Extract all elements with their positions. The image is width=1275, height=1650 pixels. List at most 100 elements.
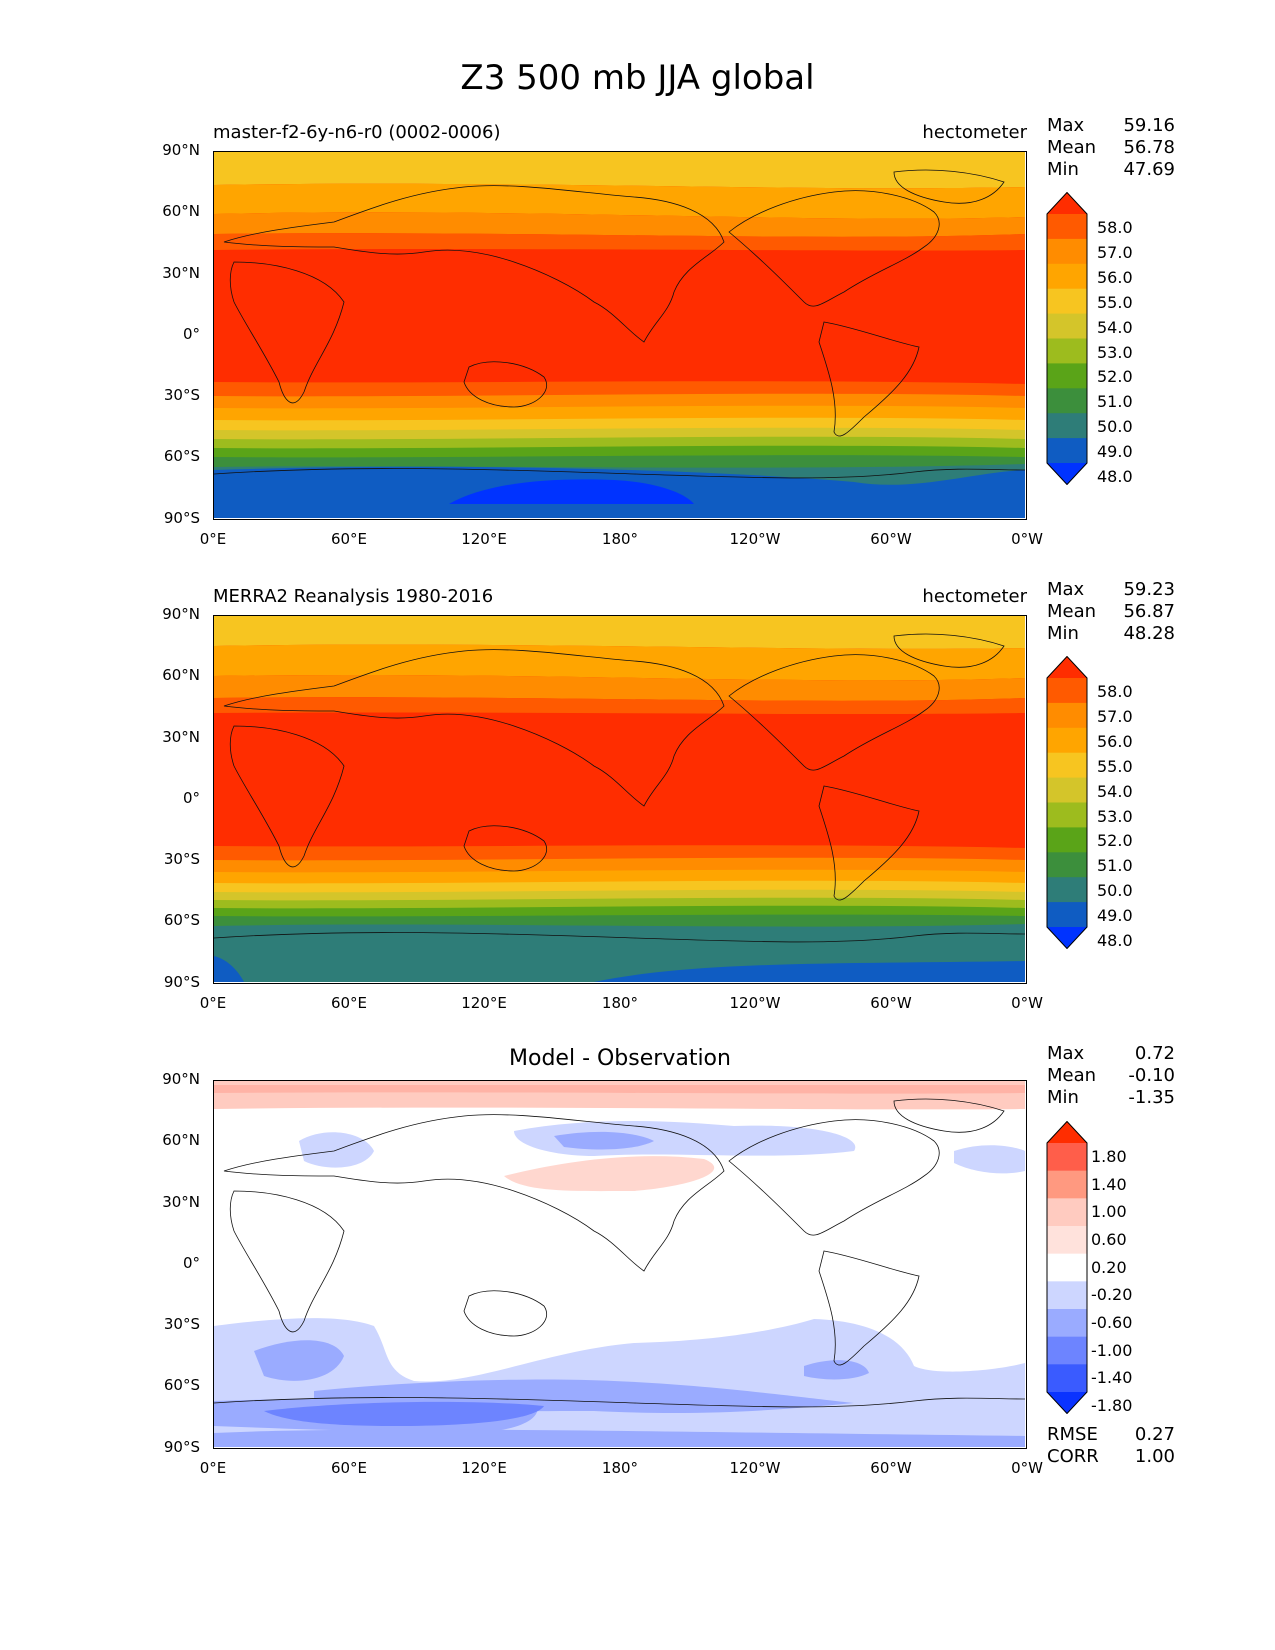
colorbar-tick-label: 53.0 bbox=[1097, 806, 1133, 826]
colorbar-segment bbox=[1047, 1198, 1087, 1227]
panel-1-ytick: 30°S bbox=[163, 386, 200, 404]
panel-1-ytick: 90°N bbox=[162, 141, 200, 159]
stat-label: Max bbox=[1047, 1043, 1085, 1064]
stat-label: Min bbox=[1047, 159, 1079, 180]
panel-2-map bbox=[213, 615, 1027, 984]
colorbar-tick-label: 57.0 bbox=[1097, 242, 1133, 262]
stat-value: 56.87 bbox=[1123, 601, 1175, 622]
colorbar-tick-label: 55.0 bbox=[1097, 756, 1133, 776]
panel-2-xtick: 60°W bbox=[870, 994, 912, 1012]
colorbar-segment bbox=[1047, 1253, 1087, 1282]
panel-1-xtick: 120°E bbox=[461, 530, 507, 548]
colorbar-tick-label: 58.0 bbox=[1097, 218, 1133, 237]
panel-3-stats: Max 0.72 Mean -0.10 Min -1.35 bbox=[1047, 1043, 1175, 1109]
panel-3-ytick: 0° bbox=[182, 1254, 200, 1272]
colorbar-segment bbox=[1047, 363, 1087, 389]
colorbar-segment bbox=[1047, 827, 1087, 853]
corr-label: CORR bbox=[1047, 1446, 1099, 1467]
stat-value: 47.69 bbox=[1123, 159, 1175, 180]
panel-2-xtick: 180° bbox=[601, 994, 639, 1012]
panel-3-colorbar bbox=[1046, 1121, 1088, 1414]
colorbar-tick-label: 1.40 bbox=[1091, 1174, 1127, 1194]
panel-1-units: hectometer bbox=[922, 122, 1027, 143]
panel-1-xtick: 60°W bbox=[870, 530, 912, 548]
colorbar-segment bbox=[1047, 438, 1087, 464]
colorbar-segment bbox=[1047, 238, 1087, 265]
panel-1-map bbox=[213, 151, 1027, 520]
rmse-value: 0.27 bbox=[1134, 1424, 1175, 1445]
stat-label: Mean bbox=[1047, 1065, 1097, 1086]
panel-1-stats: Max 59.16 Mean 56.78 Min 47.69 bbox=[1047, 115, 1175, 181]
panel-1-title-left: master-f2-6y-n6-r0 (0002-0006) bbox=[213, 122, 501, 143]
colorbar-tick-label: 1.80 bbox=[1091, 1147, 1127, 1166]
stat-label: Min bbox=[1047, 623, 1079, 644]
colorbar-tick-label: 50.0 bbox=[1097, 417, 1133, 437]
colorbar-extend-bottom bbox=[1047, 927, 1087, 949]
colorbar-extend-top bbox=[1047, 1121, 1087, 1143]
colorbar-segment bbox=[1047, 263, 1087, 290]
colorbar-tick-label: 55.0 bbox=[1097, 292, 1133, 312]
colorbar-tick-label: 0.20 bbox=[1091, 1257, 1127, 1277]
panel-3-bottom-stats: RMSE 0.27 CORR 1.00 bbox=[1047, 1424, 1175, 1468]
panel-2-xtick: 0°E bbox=[199, 994, 227, 1012]
panel-3-ytick: 60°S bbox=[163, 1376, 200, 1394]
stat-value: 0.72 bbox=[1134, 1043, 1175, 1064]
colorbar-tick-label: -1.00 bbox=[1091, 1340, 1133, 1360]
colorbar-tick-label: 48.0 bbox=[1097, 467, 1133, 486]
colorbar-tick-label: 52.0 bbox=[1097, 367, 1133, 387]
colorbar-segment bbox=[1047, 413, 1087, 439]
colorbar-tick-label: 53.0 bbox=[1097, 342, 1133, 362]
panel-1-ytick: 60°N bbox=[162, 202, 200, 220]
figure-title: Z3 500 mb JJA global bbox=[460, 58, 815, 98]
panel-3-xtick: 60°W bbox=[870, 1459, 912, 1477]
panel-2-ytick: 60°N bbox=[162, 666, 200, 684]
colorbar-segment bbox=[1047, 1281, 1087, 1310]
colorbar-tick-label: 50.0 bbox=[1097, 881, 1133, 901]
colorbar-tick-label: 49.0 bbox=[1097, 906, 1133, 926]
panel-3-xtick: 0°E bbox=[199, 1459, 227, 1477]
panel-3-ytick: 90°S bbox=[163, 1438, 200, 1456]
colorbar-tick-label: 49.0 bbox=[1097, 442, 1133, 462]
panel-3-title: Model - Observation bbox=[509, 1046, 731, 1071]
colorbar-tick-label: 1.00 bbox=[1091, 1202, 1127, 1222]
colorbar-tick-label: 51.0 bbox=[1097, 856, 1133, 876]
colorbar-segment bbox=[1047, 214, 1087, 240]
colorbar-tick-label: -0.60 bbox=[1091, 1313, 1133, 1332]
colorbar-tick-label: 54.0 bbox=[1097, 317, 1133, 337]
panel-3-xtick: 0°W bbox=[1011, 1459, 1043, 1477]
colorbar-tick-label: -1.80 bbox=[1091, 1396, 1133, 1415]
panel-1-ytick: 30°N bbox=[162, 264, 200, 282]
stat-label: Max bbox=[1047, 115, 1085, 136]
panel-2-ytick: 90°S bbox=[163, 973, 200, 991]
panel-3-ytick: 90°N bbox=[162, 1070, 200, 1088]
panel-2-ytick: 30°N bbox=[162, 728, 200, 746]
colorbar-segment bbox=[1047, 1309, 1087, 1338]
panel-1-colorbar bbox=[1046, 192, 1088, 485]
panel-3-ytick: 30°N bbox=[162, 1193, 200, 1211]
colorbar-segment bbox=[1047, 702, 1087, 729]
colorbar-segment bbox=[1047, 752, 1087, 779]
colorbar-tick-label: -0.20 bbox=[1091, 1285, 1133, 1305]
colorbar-segment bbox=[1047, 902, 1087, 928]
panel-3-xtick: 120°W bbox=[729, 1459, 781, 1477]
stat-value: 56.78 bbox=[1123, 137, 1175, 158]
panel-1-xtick: 180° bbox=[601, 530, 639, 548]
colorbar-segment bbox=[1047, 313, 1087, 339]
colorbar-extend-top bbox=[1047, 192, 1087, 214]
colorbar-segment bbox=[1047, 852, 1087, 878]
panel-2-units: hectometer bbox=[922, 586, 1027, 607]
colorbar-tick-label: 0.60 bbox=[1091, 1230, 1127, 1249]
colorbar-tick-label: 54.0 bbox=[1097, 781, 1133, 801]
panel-1-ytick: 60°S bbox=[163, 447, 200, 465]
stat-value: 59.16 bbox=[1123, 115, 1175, 136]
colorbar-segment bbox=[1047, 388, 1087, 414]
panel-2-title-left: MERRA2 Reanalysis 1980-2016 bbox=[213, 586, 494, 607]
colorbar-tick-label: -1.40 bbox=[1091, 1368, 1133, 1388]
colorbar-segment bbox=[1047, 1364, 1087, 1393]
colorbar-tick-label: 51.0 bbox=[1097, 392, 1133, 412]
colorbar-tick-label: 48.0 bbox=[1097, 931, 1133, 950]
colorbar-segment bbox=[1047, 1336, 1087, 1365]
colorbar-segment bbox=[1047, 777, 1087, 803]
colorbar-outline bbox=[1046, 656, 1088, 949]
stat-label: Min bbox=[1047, 1087, 1079, 1108]
